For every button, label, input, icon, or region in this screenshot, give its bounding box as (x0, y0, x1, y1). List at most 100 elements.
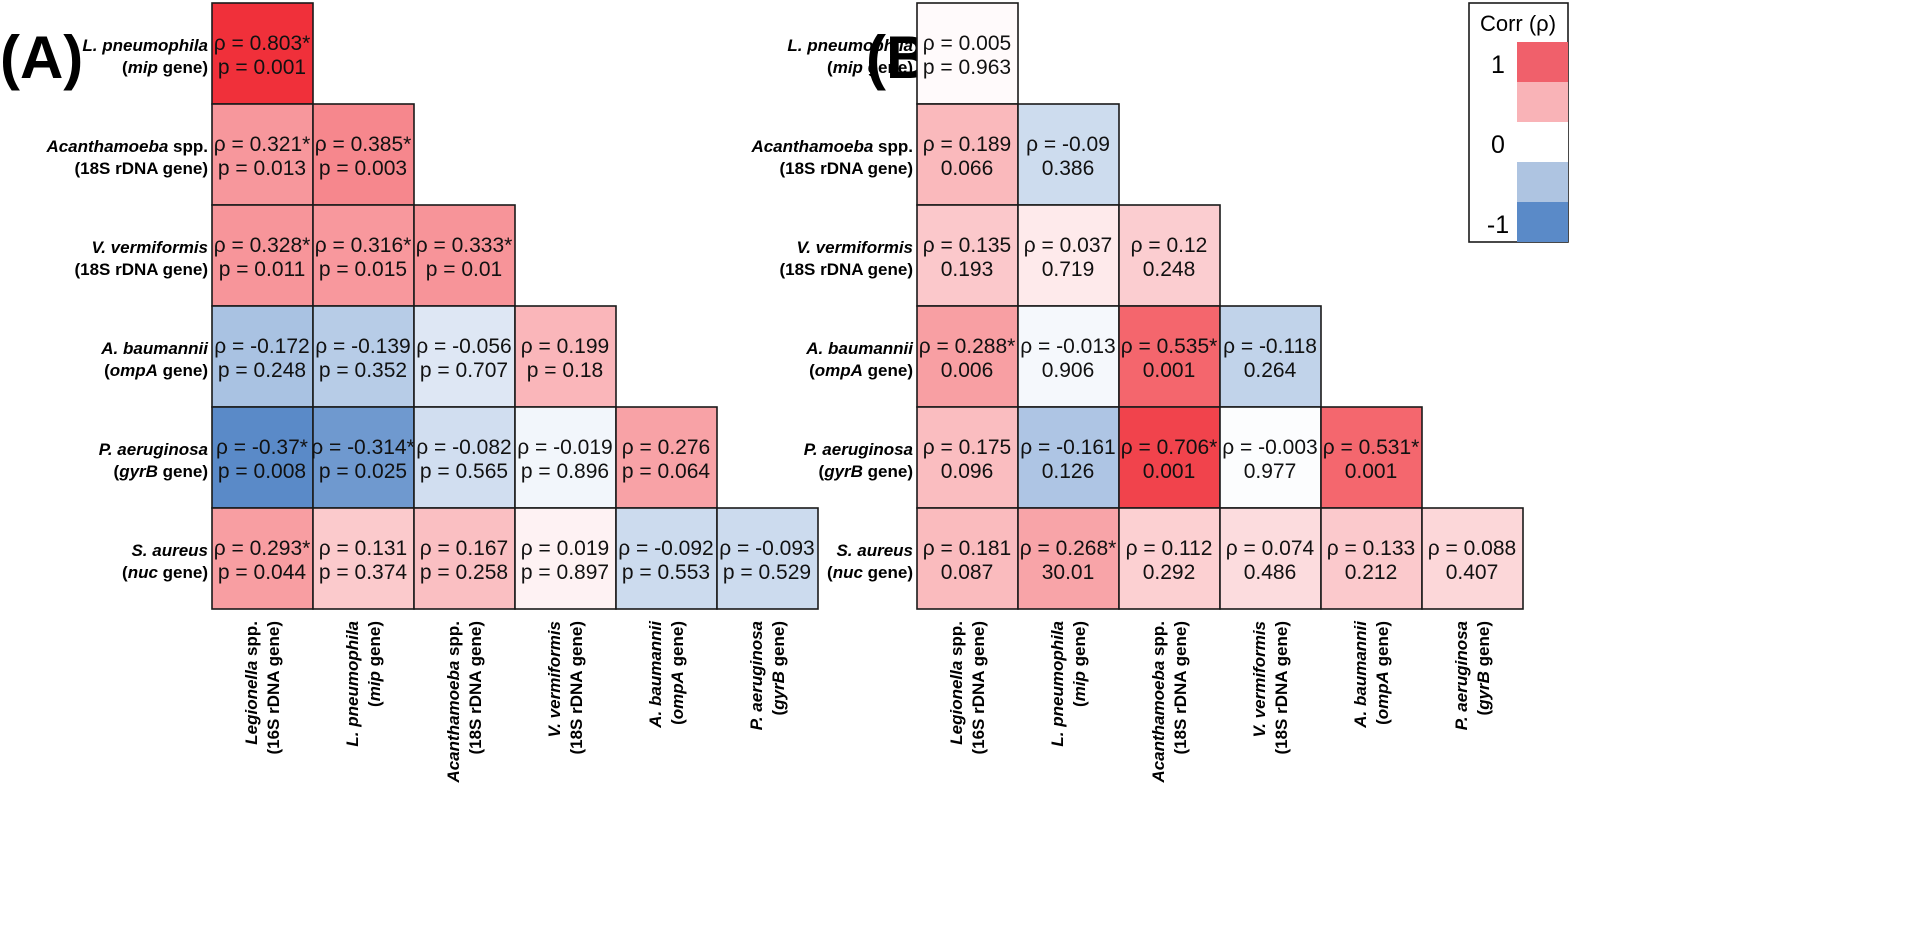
column-label-gene: (mip gene) (1070, 621, 1089, 707)
heatmap-cell-fill (1320, 406, 1423, 509)
rho-label: ρ = -0.161 (1020, 436, 1115, 459)
color-legend: Corr (ρ) 1 0 -1 (1468, 2, 1569, 243)
p-value-label: 0.087 (941, 561, 994, 584)
p-value-label: p = 0.896 (521, 460, 609, 483)
heatmap-cell-fill (916, 2, 1019, 105)
heatmap-cell: ρ = 0.321*p = 0.013 (211, 103, 314, 206)
heatmap-cell-fill (1118, 204, 1221, 307)
rho-label: ρ = 0.019 (521, 537, 609, 560)
legend-swatch (1517, 122, 1568, 162)
row-label-gene: (ompA gene) (104, 361, 208, 380)
column-label-species: P. aeruginosa (747, 621, 766, 730)
p-value-label: 0.719 (1042, 258, 1095, 281)
p-value-label: p = 0.003 (319, 157, 407, 180)
rho-label: ρ = 0.181 (923, 537, 1011, 560)
heatmap-cell-fill (1118, 507, 1221, 610)
rho-label: ρ = 0.199 (521, 335, 609, 358)
rho-label: ρ = 0.293* (214, 537, 311, 560)
p-value-label: 0.486 (1244, 561, 1297, 584)
heatmap-cell: ρ = 0.706*0.001 (1118, 406, 1221, 509)
p-value-label: 0.248 (1143, 258, 1196, 281)
column-label: A. baumannii (ompA gene) (646, 620, 687, 729)
column-label: Acanthamoeba spp.(18S rDNA gene) (444, 621, 485, 784)
column-label-species: V. vermiformis (545, 621, 564, 738)
p-value-label: p = 0.011 (219, 258, 306, 281)
rho-label: ρ = 0.131 (319, 537, 407, 560)
column-label-species: Legionella spp. (242, 621, 261, 745)
row-label-species-name: P. aeruginosa (99, 440, 208, 459)
column-label: P. aeruginosa (gyrB gene) (1452, 621, 1493, 730)
column-label: V. vermiformis(18S rDNA gene) (545, 621, 586, 755)
heatmap-cell-fill (1017, 507, 1120, 610)
row-label-species-name: S. aureus (836, 541, 913, 560)
heatmap-cell-fill (716, 507, 819, 610)
heatmap-cell-fill (514, 406, 617, 509)
rho-label: ρ = 0.135 (923, 234, 1011, 257)
p-value-label: p = 0.001 (218, 56, 306, 79)
p-value-label: p = 0.553 (622, 561, 710, 584)
column-label-gene: (18S rDNA gene) (1272, 621, 1291, 755)
legend-tick-label: -1 (1487, 211, 1509, 239)
row-label-gene: (nuc gene) (122, 563, 208, 582)
row-label-gene: (nuc gene) (827, 563, 913, 582)
heatmap-cell-fill (1017, 305, 1120, 408)
heatmap-cell: ρ = 0.328*p = 0.011 (211, 204, 314, 307)
column-label-species: L. pneumophila (1048, 621, 1067, 747)
row-label-gene: (18S rDNA gene) (74, 159, 208, 178)
p-value-label: 0.407 (1446, 561, 1499, 584)
rho-label: ρ = 0.074 (1226, 537, 1315, 560)
rho-label: ρ = 0.268* (1020, 537, 1117, 560)
rho-label: ρ = 0.167 (420, 537, 508, 560)
heatmap-cell-fill (514, 305, 617, 408)
column-label: Acanthamoeba spp.(18S rDNA gene) (1149, 621, 1190, 784)
rho-label: ρ = 0.531* (1323, 436, 1420, 459)
column-label: L. pneumophila (mip gene) (1048, 621, 1089, 747)
heatmap-cell: ρ = 0.288*0.006 (916, 305, 1019, 408)
legend-tick-label: 0 (1491, 131, 1505, 159)
p-value-label: p = 0.707 (420, 359, 508, 382)
p-value-label: 0.001 (1143, 460, 1196, 483)
heatmap-cell: ρ = -0.090.386 (1017, 103, 1120, 206)
p-value-label: p = 0.025 (319, 460, 407, 483)
heatmap-cell-fill (413, 406, 516, 509)
heatmap-cell-fill (1421, 507, 1524, 610)
heatmap-cell-fill (916, 103, 1019, 206)
rho-label: ρ = 0.112 (1126, 537, 1213, 560)
column-label-gene: (gyrB gene) (769, 621, 788, 715)
row-label-species-name: L. pneumophila (787, 36, 913, 55)
heatmap-cell-fill (211, 2, 314, 105)
p-value-label: p = 0.258 (420, 561, 508, 584)
p-value-label: 30.01 (1042, 561, 1095, 584)
legend-swatch (1517, 82, 1568, 122)
row-label-species: P. aeruginosa (804, 440, 913, 459)
rho-label: ρ = -0.082 (416, 436, 511, 459)
heatmap-cell-fill (211, 507, 314, 610)
rho-label: ρ = -0.003 (1222, 436, 1317, 459)
rho-label: ρ = -0.118 (1223, 335, 1317, 358)
heatmap-cell-fill (413, 305, 516, 408)
column-label-gene: (gyrB gene) (1474, 621, 1493, 715)
rho-label: ρ = 0.706* (1121, 436, 1218, 459)
p-value-label: p = 0.008 (218, 460, 306, 483)
column-label-species: V. vermiformis (1250, 621, 1269, 738)
rho-label: ρ = -0.013 (1020, 335, 1115, 358)
heatmap-cell: ρ = 0.268*30.01 (1017, 507, 1120, 610)
column-label-gene: (mip gene) (365, 621, 384, 707)
rho-label: ρ = -0.09 (1026, 133, 1110, 156)
legend-swatch (1517, 42, 1568, 82)
heatmap-cell-fill (514, 507, 617, 610)
